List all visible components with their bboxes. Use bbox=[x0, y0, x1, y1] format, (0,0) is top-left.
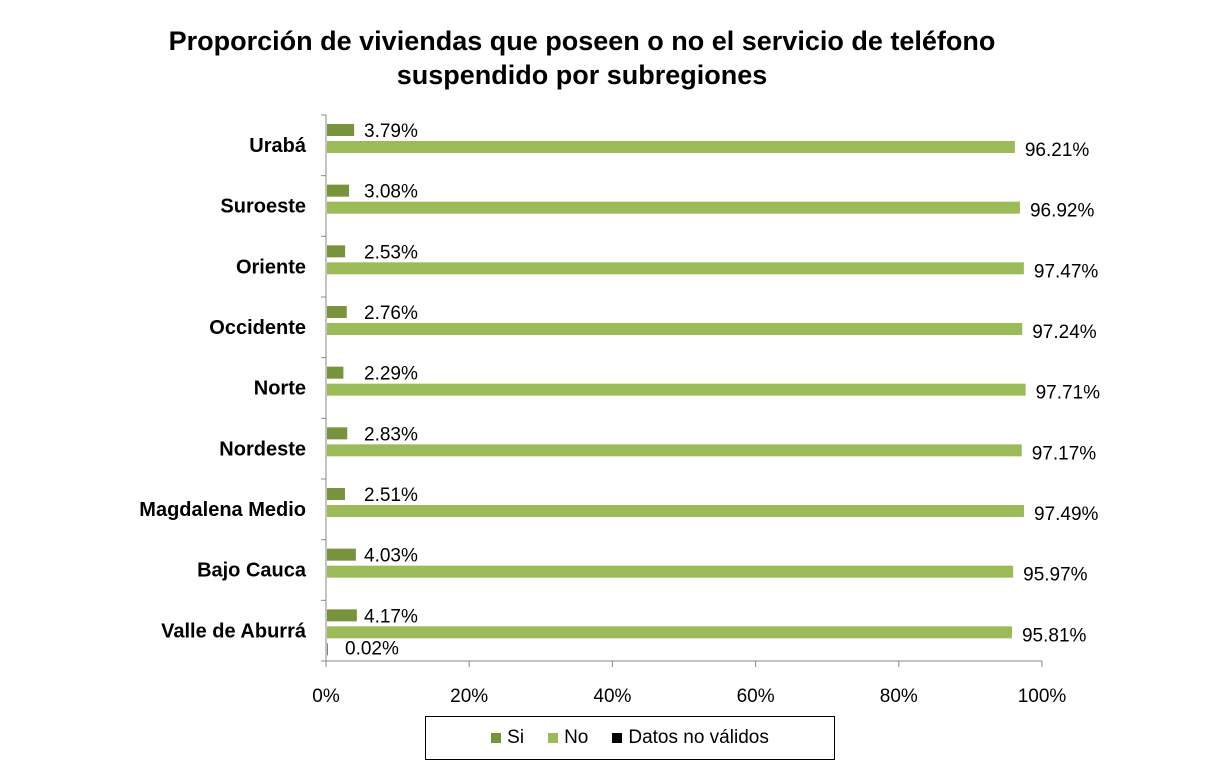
data-label-datos-no-validos: 0.02% bbox=[345, 638, 399, 659]
bar-si bbox=[327, 306, 347, 318]
category-label: Valle de Aburrá bbox=[161, 620, 307, 642]
data-label-si: 2.53% bbox=[364, 242, 418, 263]
bar-no bbox=[327, 626, 1012, 639]
bar-no bbox=[327, 505, 1025, 517]
x-tick-label: 80% bbox=[880, 686, 918, 707]
category-label: Suroeste bbox=[220, 196, 306, 218]
legend-label: No bbox=[564, 727, 589, 748]
bar-datos-no-validos bbox=[327, 643, 328, 656]
bar-no bbox=[327, 383, 1026, 396]
data-label-si: 4.03% bbox=[364, 546, 418, 567]
legend-label: Si bbox=[507, 727, 525, 748]
data-label-si: 3.79% bbox=[364, 121, 418, 142]
data-label-si: 2.51% bbox=[364, 485, 418, 506]
data-label-si: 4.17% bbox=[364, 606, 418, 627]
category-label: Oriente bbox=[236, 256, 306, 278]
x-tick-label: 20% bbox=[450, 686, 488, 707]
category-label: Norte bbox=[254, 378, 306, 400]
legend-item-no: No bbox=[548, 727, 588, 749]
bar-si bbox=[327, 427, 348, 440]
data-label-no: 97.17% bbox=[1032, 443, 1097, 464]
bar-si bbox=[327, 184, 350, 197]
legend-item-datos-no-v-lidos: Datos no válidos bbox=[612, 727, 769, 749]
data-label-no: 97.71% bbox=[1036, 383, 1101, 404]
legend: Si No Datos no válidos bbox=[425, 716, 835, 760]
bar-no bbox=[327, 565, 1014, 578]
data-label-no: 97.47% bbox=[1034, 261, 1099, 282]
data-label-no: 95.97% bbox=[1023, 565, 1088, 586]
x-tick-label: 40% bbox=[593, 686, 631, 707]
category-label: Occidente bbox=[209, 317, 306, 339]
legend-swatch bbox=[612, 733, 623, 743]
bar-si bbox=[327, 488, 345, 500]
data-label-no: 96.92% bbox=[1030, 201, 1095, 222]
data-label-si: 2.83% bbox=[364, 424, 418, 445]
data-label-no: 97.24% bbox=[1032, 322, 1097, 343]
data-label-si: 3.08% bbox=[364, 182, 418, 203]
data-label-no: 95.81% bbox=[1022, 625, 1087, 646]
category-label: Magdalena Medio bbox=[139, 499, 306, 521]
data-label-no: 96.21% bbox=[1025, 140, 1090, 161]
bar-si bbox=[327, 124, 355, 136]
data-label-si: 2.29% bbox=[364, 364, 418, 385]
bar-si bbox=[327, 245, 346, 258]
chart-title-line-1: Proporción de viviendas que poseen o no … bbox=[168, 26, 996, 56]
chart-title-line-2: suspendido por subregiones bbox=[396, 60, 768, 90]
category-label: Urabá bbox=[249, 135, 307, 157]
category-label: Bajo Cauca bbox=[197, 560, 307, 582]
category-label: Nordeste bbox=[219, 438, 306, 460]
bar-no bbox=[327, 444, 1022, 457]
legend-swatch bbox=[548, 733, 559, 743]
data-label-no: 97.49% bbox=[1034, 504, 1099, 525]
legend-swatch bbox=[491, 733, 502, 743]
bar-no bbox=[327, 262, 1024, 275]
bar-no bbox=[327, 323, 1023, 335]
chart-title: Proporción de viviendas que poseen o no … bbox=[0, 24, 1164, 92]
data-label-si: 2.76% bbox=[364, 303, 418, 324]
bar-chart: 0% 20% 40% 60% 80% 100% Urabá 3.79% 96.21% Suroes… bbox=[139, 114, 1101, 707]
bar-no bbox=[327, 141, 1015, 153]
bar-si bbox=[327, 548, 356, 561]
x-tick-label: 60% bbox=[737, 686, 775, 707]
x-tick-label: 100% bbox=[1018, 686, 1067, 707]
bar-si bbox=[327, 609, 357, 622]
bar-no bbox=[327, 201, 1020, 214]
x-tick-label: 0% bbox=[312, 686, 340, 707]
bar-si bbox=[327, 366, 344, 379]
legend-label: Datos no válidos bbox=[628, 727, 769, 748]
legend-item-si: Si bbox=[491, 727, 524, 749]
